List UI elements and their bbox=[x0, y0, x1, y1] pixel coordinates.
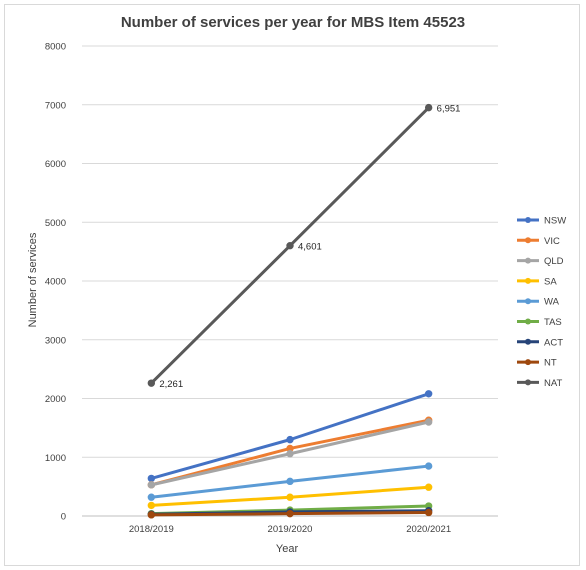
y-axis-label: Number of services bbox=[27, 232, 39, 327]
series-nat bbox=[147, 103, 433, 387]
data-point bbox=[286, 241, 294, 250]
data-point bbox=[286, 477, 294, 486]
data-label: 6,951 bbox=[437, 104, 461, 115]
legend-item-nt: NT bbox=[517, 358, 557, 369]
series-lines bbox=[147, 103, 433, 519]
legend-swatch-marker bbox=[525, 217, 531, 223]
data-label: 4,601 bbox=[298, 242, 322, 253]
data-point bbox=[424, 508, 433, 517]
legend-label: QLD bbox=[544, 256, 564, 267]
y-tick-label: 4000 bbox=[45, 277, 66, 288]
y-tick-label: 6000 bbox=[45, 159, 66, 170]
legend-item-nsw: NSW bbox=[517, 216, 566, 227]
y-tick-label: 0 bbox=[61, 512, 66, 523]
series-qld bbox=[147, 418, 433, 489]
chart-title: Number of services per year for MBS Item… bbox=[121, 14, 465, 31]
data-point bbox=[147, 379, 156, 387]
legend-swatch-marker bbox=[525, 318, 531, 325]
data-point bbox=[286, 450, 294, 458]
data-point bbox=[147, 474, 156, 483]
x-tick-label: 2020/2021 bbox=[406, 524, 451, 535]
data-point bbox=[424, 103, 433, 112]
x-tick-label: 2018/2019 bbox=[129, 524, 174, 535]
data-labels: 2,261 4,601 6,951 bbox=[159, 104, 460, 391]
legend-label: VIC bbox=[544, 236, 560, 247]
legend-item-tas: TAS bbox=[517, 317, 562, 328]
legend-label: NT bbox=[544, 358, 557, 369]
legend-swatch-marker bbox=[525, 277, 531, 284]
y-tick-label: 8000 bbox=[45, 42, 66, 53]
series-nt bbox=[147, 508, 433, 519]
legend-item-nat: NAT bbox=[517, 378, 562, 389]
legend-swatch-marker bbox=[525, 237, 531, 244]
chart-frame bbox=[4, 4, 580, 566]
y-tick-label: 1000 bbox=[45, 453, 66, 464]
y-tick-label: 7000 bbox=[45, 100, 66, 111]
data-point bbox=[424, 390, 433, 398]
x-axis-ticks: 2018/2019 2019/2020 2020/2021 bbox=[129, 524, 451, 535]
legend-item-act: ACT bbox=[517, 337, 563, 348]
data-label: 2,261 bbox=[159, 379, 183, 390]
legend-swatch-marker bbox=[525, 257, 531, 264]
legend-swatch-marker bbox=[525, 338, 531, 345]
x-axis-label: Year bbox=[276, 543, 299, 555]
legend-label: NAT bbox=[544, 378, 562, 389]
data-point bbox=[147, 511, 156, 519]
data-point bbox=[424, 462, 433, 470]
legend-item-vic: VIC bbox=[517, 236, 560, 247]
legend-label: ACT bbox=[544, 337, 563, 348]
data-point bbox=[147, 481, 156, 489]
legend-item-wa: WA bbox=[517, 297, 560, 308]
series-nsw bbox=[147, 390, 433, 483]
legend-swatch-marker bbox=[525, 379, 531, 386]
series-sa bbox=[147, 483, 433, 510]
data-point bbox=[424, 483, 433, 491]
data-point bbox=[286, 435, 294, 444]
y-tick-label: 3000 bbox=[45, 335, 66, 346]
y-tick-label: 5000 bbox=[45, 218, 66, 229]
legend-label: TAS bbox=[544, 317, 562, 328]
data-point bbox=[286, 509, 294, 518]
y-axis-ticks: 0 1000 2000 3000 4000 5000 6000 7000 8000 bbox=[45, 42, 66, 523]
legend: NSW VIC QLD SA WA TAS ACT NT NAT bbox=[517, 216, 566, 389]
data-point bbox=[147, 493, 156, 501]
legend-item-qld: QLD bbox=[517, 256, 564, 267]
legend-label: NSW bbox=[544, 216, 566, 227]
legend-swatch-marker bbox=[525, 298, 531, 305]
legend-swatch-marker bbox=[525, 359, 531, 366]
legend-label: WA bbox=[544, 297, 560, 308]
data-point bbox=[147, 501, 156, 510]
y-tick-label: 2000 bbox=[45, 394, 66, 405]
legend-item-sa: SA bbox=[517, 276, 557, 287]
data-point bbox=[286, 493, 294, 501]
series-wa bbox=[147, 462, 433, 501]
x-tick-label: 2019/2020 bbox=[268, 524, 313, 535]
data-point bbox=[424, 418, 433, 426]
legend-label: SA bbox=[544, 276, 557, 287]
